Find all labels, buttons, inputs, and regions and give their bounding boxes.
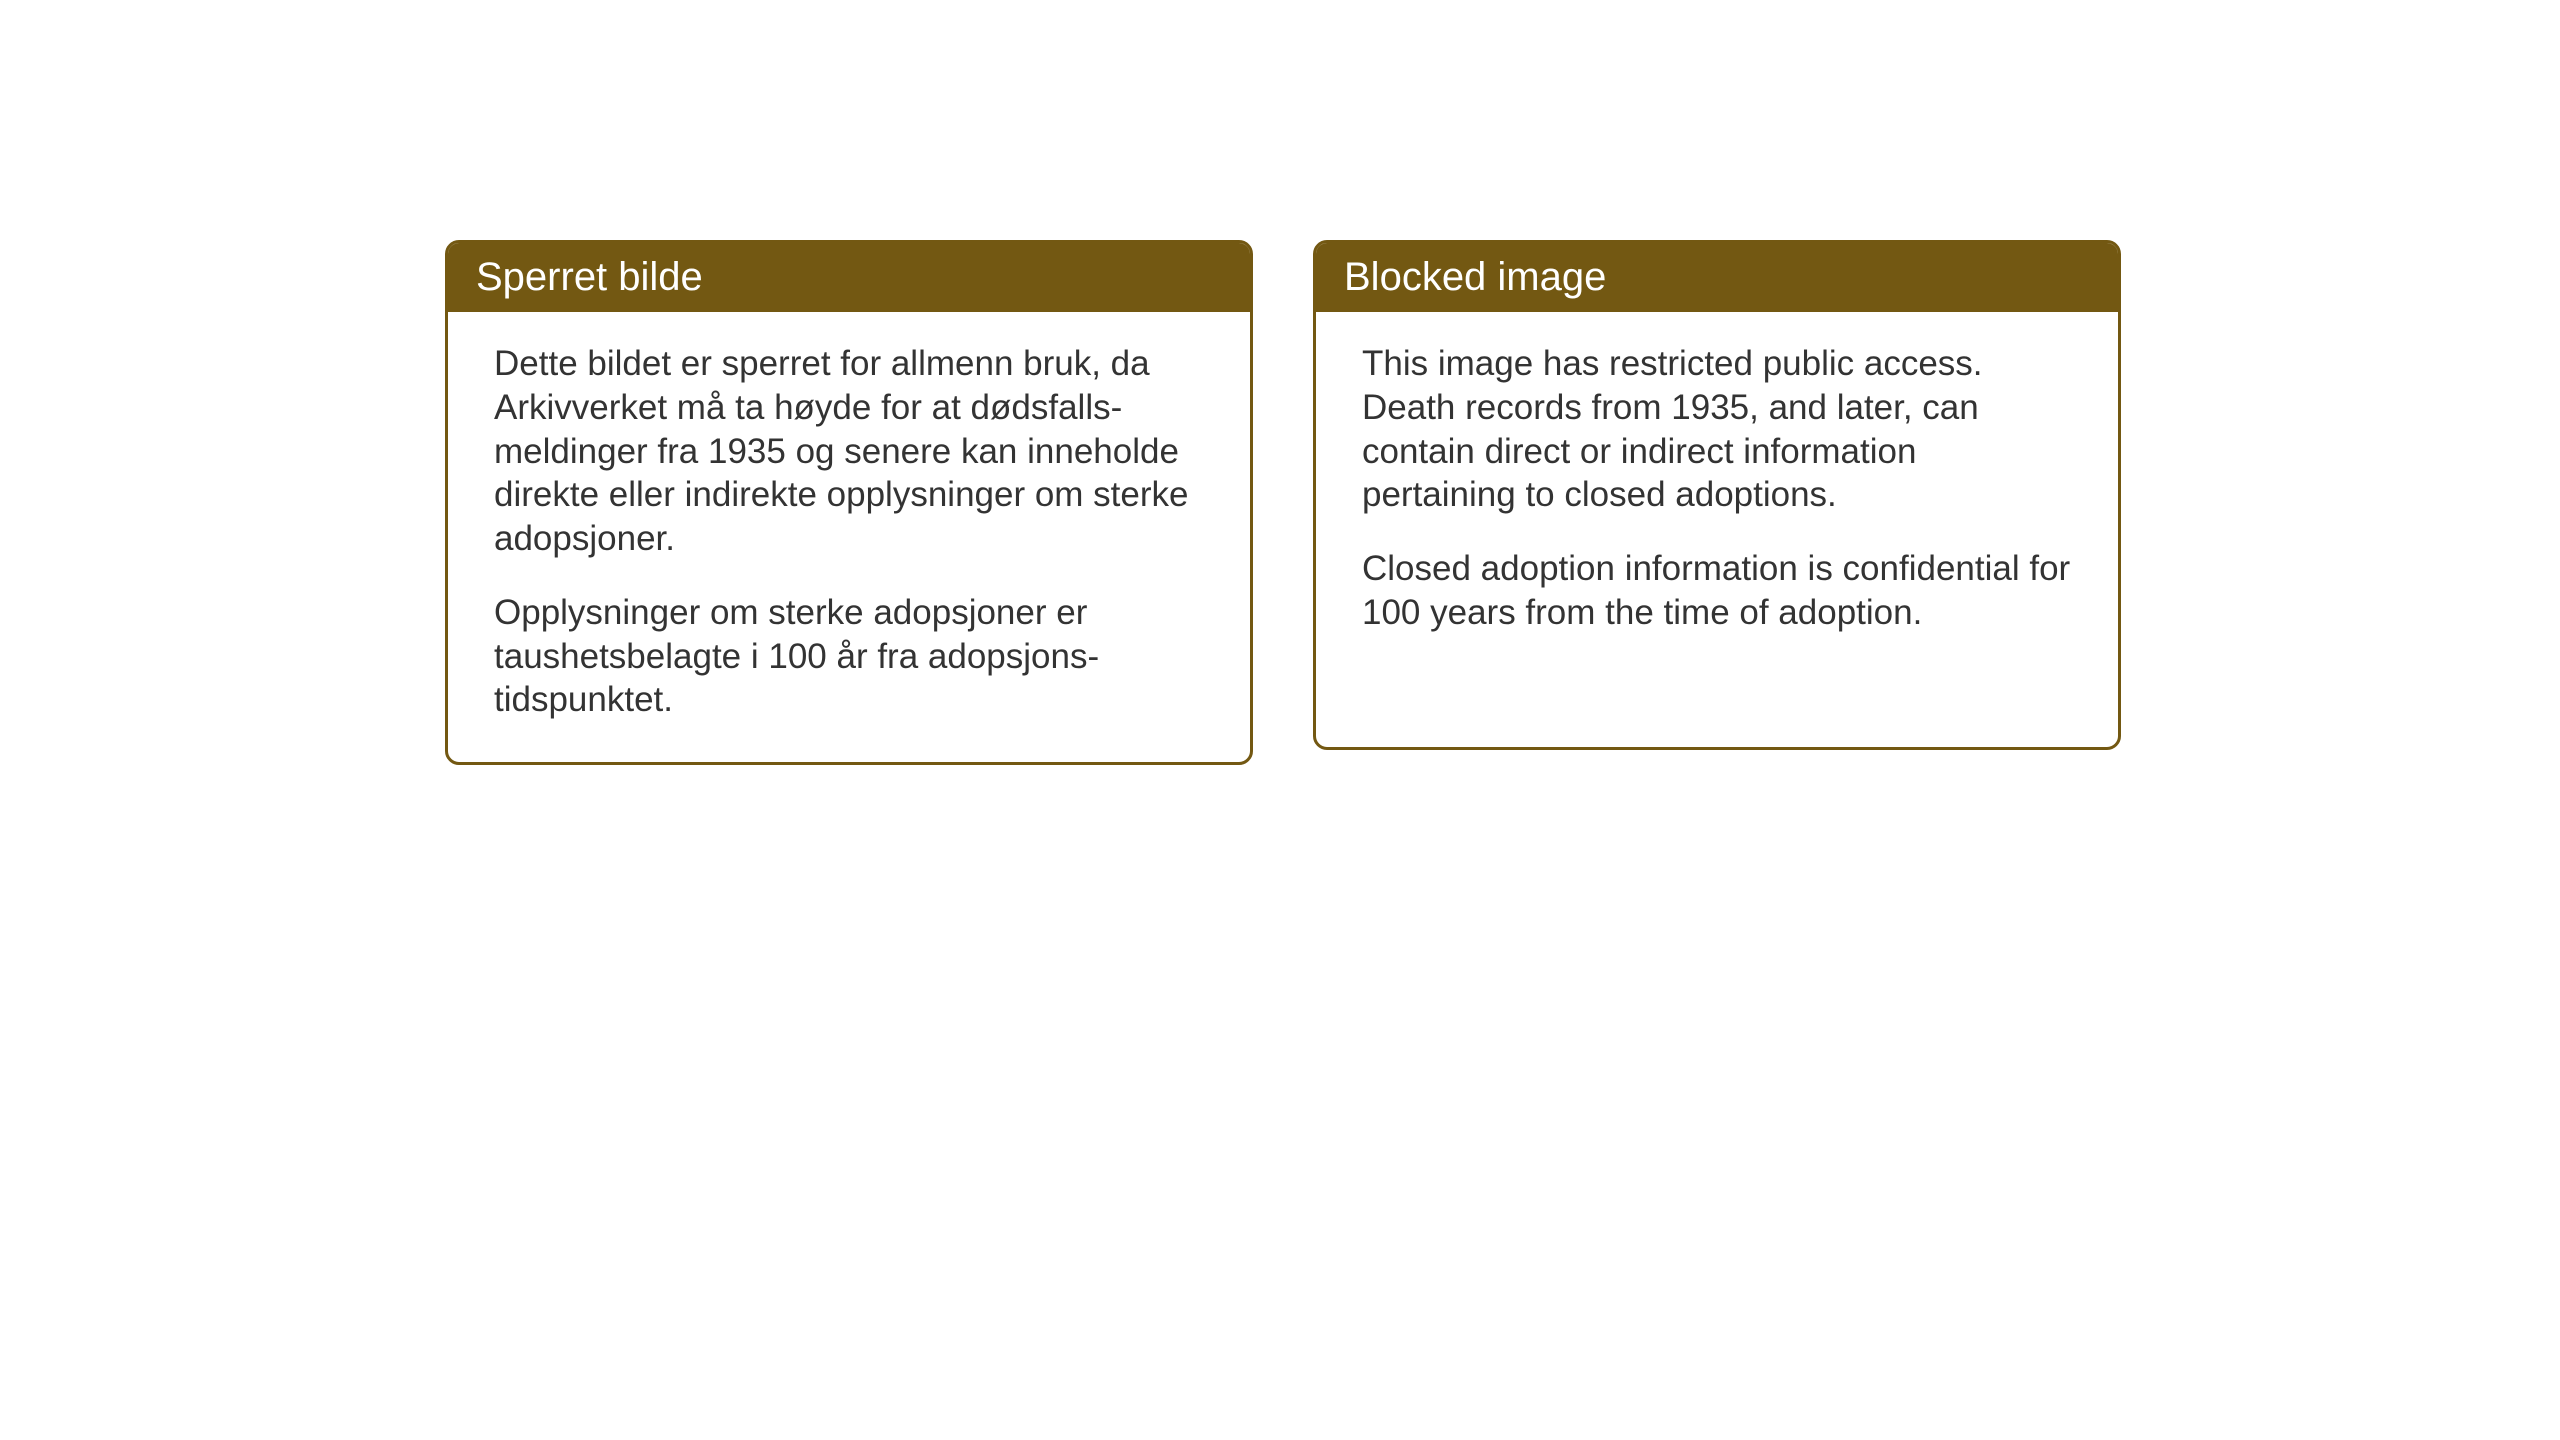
card-header-norwegian: Sperret bilde	[448, 243, 1250, 312]
card-body-english: This image has restricted public access.…	[1316, 312, 2118, 675]
card-title-norwegian: Sperret bilde	[476, 255, 703, 299]
card-paragraph-1-english: This image has restricted public access.…	[1362, 342, 2072, 517]
card-header-english: Blocked image	[1316, 243, 2118, 312]
card-paragraph-2-norwegian: Opplysninger om sterke adopsjoner er tau…	[494, 591, 1204, 722]
notice-container: Sperret bilde Dette bildet er sperret fo…	[445, 240, 2121, 765]
notice-card-norwegian: Sperret bilde Dette bildet er sperret fo…	[445, 240, 1253, 765]
notice-card-english: Blocked image This image has restricted …	[1313, 240, 2121, 750]
card-paragraph-1-norwegian: Dette bildet er sperret for allmenn bruk…	[494, 342, 1204, 561]
card-paragraph-2-english: Closed adoption information is confident…	[1362, 547, 2072, 635]
card-title-english: Blocked image	[1344, 255, 1606, 299]
card-body-norwegian: Dette bildet er sperret for allmenn bruk…	[448, 312, 1250, 762]
